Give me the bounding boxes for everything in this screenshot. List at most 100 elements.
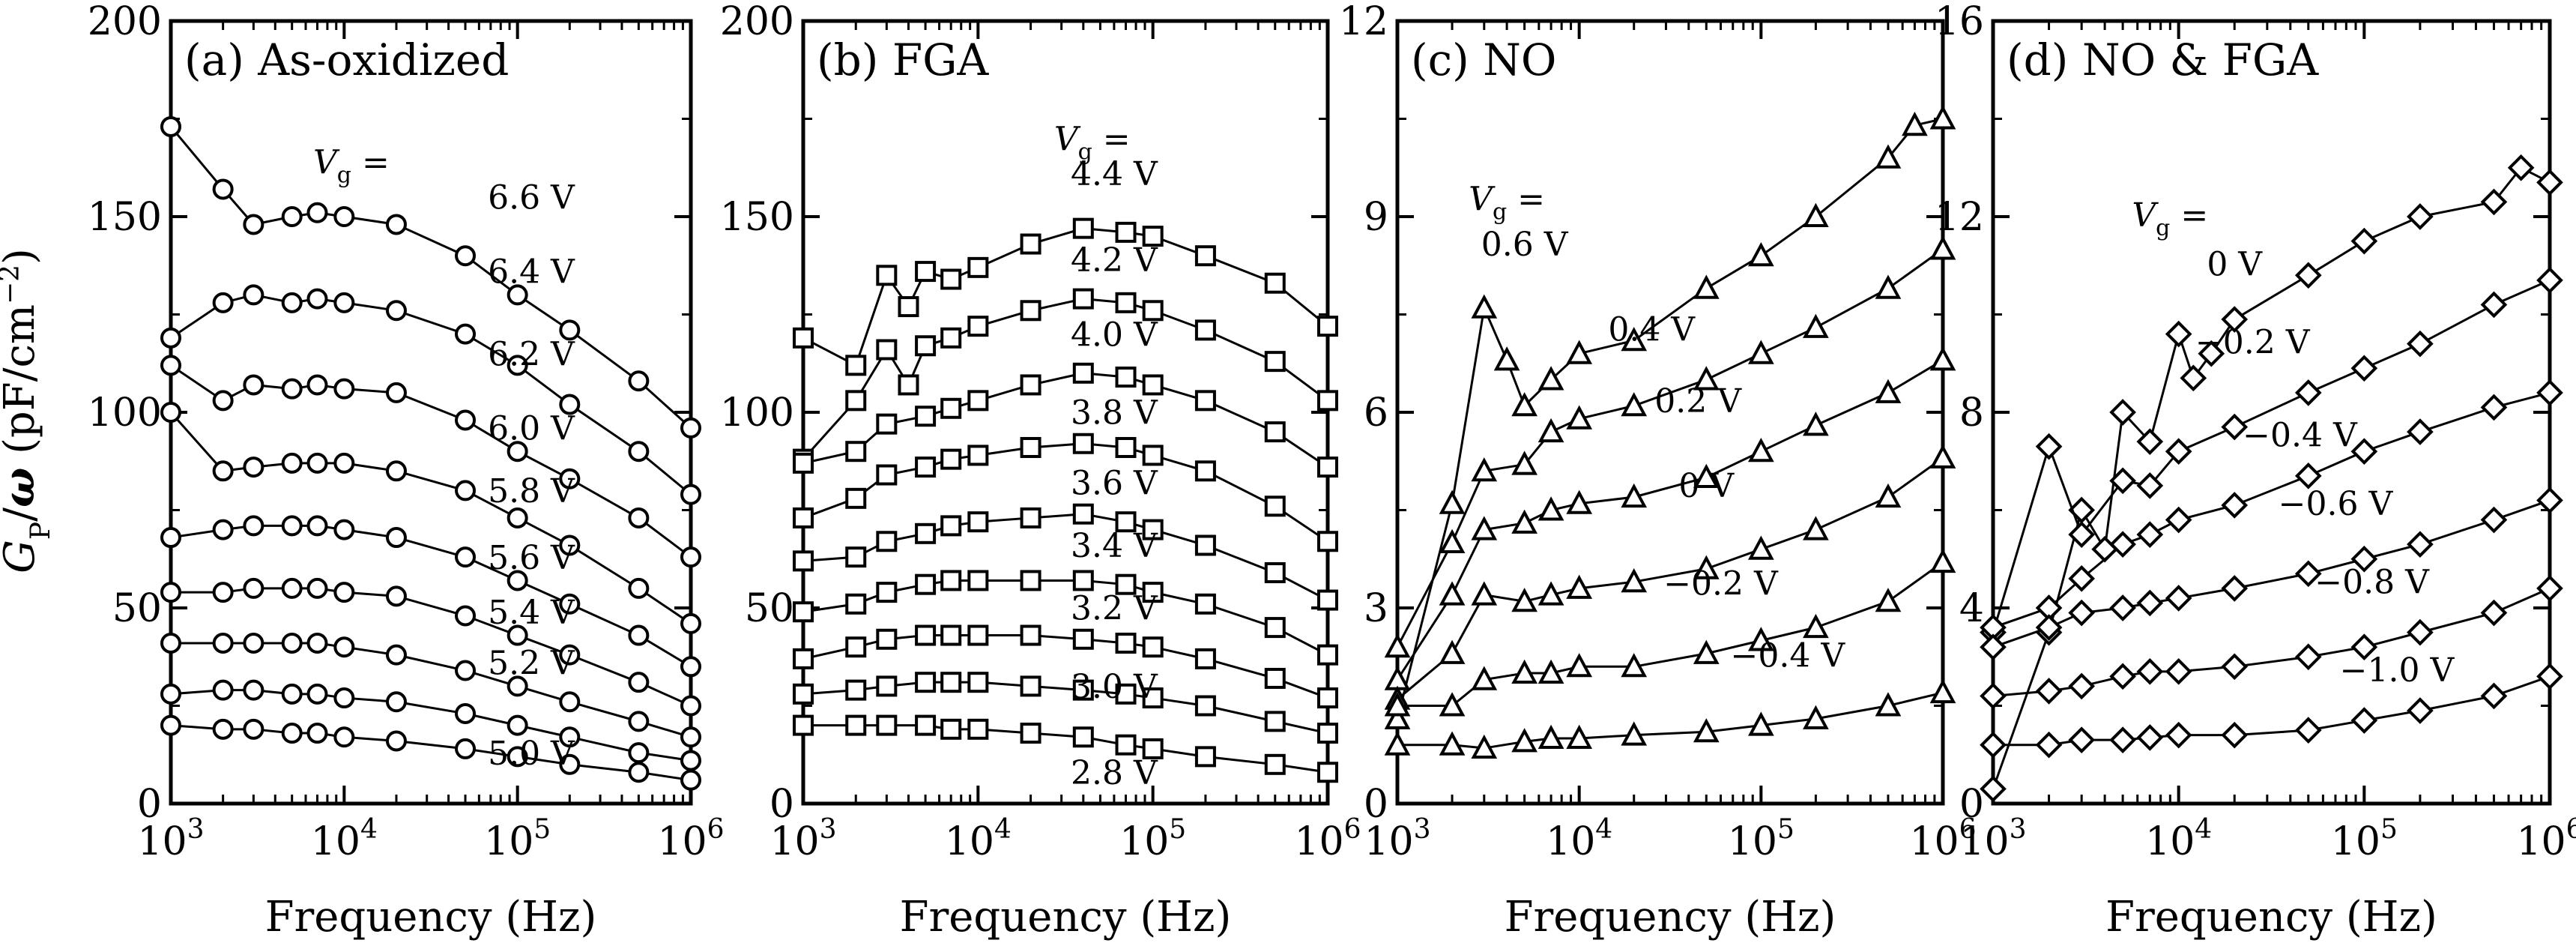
- panel-a-data-point: [507, 441, 528, 463]
- panel-d-title: (d) NO & FGA: [2007, 34, 2319, 85]
- panel-b-data-point: [967, 390, 989, 412]
- panel-a-series: [160, 714, 701, 791]
- panel-b-data-point: [1020, 374, 1041, 396]
- panel-b-data-point: [940, 327, 962, 349]
- panel-b-data-point: [1142, 636, 1164, 658]
- panel-d-series-label: −0.2 V: [2195, 324, 2311, 362]
- panel-a-data-point: [212, 679, 234, 701]
- panel-c-series-line: [1396, 359, 1944, 681]
- panel-d-data-point: [2221, 413, 2249, 441]
- panel-a-data-point: [212, 718, 234, 740]
- panel-d-data-point: [2109, 467, 2136, 495]
- panel-d-vg-v: V: [2132, 196, 2159, 235]
- panel-d-data-point: [2109, 594, 2136, 621]
- panel-d-data-point: [2350, 707, 2378, 734]
- panel-c-title: (c) NO: [1411, 34, 1556, 85]
- panel-b-xtick-label: 104: [945, 814, 1012, 864]
- panel-d-data-point: [2035, 731, 2063, 759]
- panel-d-data-point: [2294, 560, 2322, 588]
- panel-b-data-point: [1020, 624, 1041, 646]
- panel-b-data-point: [876, 628, 898, 650]
- panel-d-xtick-base: 10: [2331, 819, 2380, 864]
- panel-d-data-point: [2068, 599, 2095, 627]
- panel-b-data-point: [915, 624, 937, 646]
- panel-b-data-point: [940, 570, 962, 591]
- panel-d-data-point: [2350, 227, 2378, 255]
- panel-b-xtick-base: 10: [1119, 819, 1169, 864]
- panel-a-data-point: [455, 605, 477, 627]
- panel-d-data-point: [2480, 394, 2508, 421]
- panel-b-data-point: [876, 714, 898, 736]
- panel-b-data-point: [876, 531, 898, 552]
- panel-c-data-point: [1747, 627, 1774, 651]
- panel-b-series: [793, 503, 1338, 611]
- panel-b-ytick-label: 50: [745, 586, 794, 631]
- panel-d-data-point: [2480, 599, 2508, 627]
- panel-d-data-point: [2165, 320, 2192, 348]
- panel-a-title: (a) As-oxidized: [184, 34, 509, 85]
- panel-d-data-point: [2350, 545, 2378, 573]
- panel-a-data-point: [559, 644, 581, 666]
- panel-c-ytick-label: 0: [1364, 782, 1388, 827]
- panel-a-data-point: [455, 323, 477, 345]
- panel-c-data-point: [1384, 633, 1411, 658]
- panel-d-data-point: [2180, 364, 2207, 392]
- panel-c-data-point: [1803, 705, 1829, 729]
- panel-c-data-point: [1693, 366, 1720, 391]
- panel-c-ytick-label: 12: [1339, 0, 1388, 44]
- panel-d-data-point: [1980, 682, 2007, 710]
- panel-d-series: [1980, 379, 2563, 641]
- panel-b-data-point: [1020, 507, 1041, 528]
- panel-a-data-point: [559, 534, 581, 556]
- panel-a-xtick-base: 10: [311, 819, 360, 864]
- panel-d-data-point: [2221, 306, 2249, 333]
- panel-a-data-point: [306, 288, 328, 310]
- panel-b-data-point: [1264, 753, 1286, 775]
- panel-b-data-point: [915, 457, 937, 478]
- panel-b-data-point: [1072, 570, 1094, 591]
- panel-d-series-label: −1.0 V: [2340, 651, 2455, 690]
- panel-b-data-point: [940, 515, 962, 537]
- panel-a-series-label: 6.0 V: [488, 410, 575, 448]
- panel-c-data-point: [1747, 535, 1774, 560]
- panel-a-data-point: [160, 402, 181, 423]
- panel-a-data-point: [281, 723, 303, 744]
- panel-d-series: [1980, 486, 2563, 661]
- panel-c-data-point: [1566, 724, 1593, 749]
- panel-a-data-point: [333, 452, 355, 474]
- panel-c-data-point: [1511, 509, 1538, 534]
- panel-d-data-point: [2350, 355, 2378, 382]
- panel-a-data-point: [507, 570, 528, 591]
- panel-a-data-point: [507, 624, 528, 646]
- panel-a-data-point: [281, 206, 303, 227]
- panel-b-series-label: 2.8 V: [1071, 754, 1158, 792]
- panel-b-xtick-base: 10: [770, 819, 819, 864]
- panel-c-series-label: 0.4 V: [1608, 310, 1696, 349]
- panel-a-data-point: [559, 319, 581, 341]
- panel-a-data-point: [628, 624, 650, 646]
- panel-b-series: [793, 288, 1338, 470]
- panel-b-data-point: [1194, 746, 1216, 768]
- panel-b-data-point: [1142, 374, 1164, 396]
- panel-d-xtick-exp: 3: [2010, 814, 2027, 845]
- panel-d-xtick-label: 103: [1959, 814, 2026, 864]
- panel-b-data-point: [1264, 667, 1286, 689]
- panel-a-data-point: [628, 507, 650, 528]
- panel-a-xtick-label: 105: [484, 814, 551, 864]
- panel-c-xtick-label: 103: [1364, 814, 1430, 864]
- panel-b-data-point: [1115, 367, 1137, 388]
- panel-b-data-point: [793, 601, 814, 623]
- panel-b-data-point: [967, 672, 989, 693]
- panel-a-data-point: [281, 577, 303, 599]
- panel-b-data-point: [940, 448, 962, 470]
- panel-d-data-point: [2507, 154, 2535, 181]
- panel-a-series: [160, 402, 701, 634]
- panel-a-data-point: [507, 714, 528, 736]
- panel-b-series-label: 4.0 V: [1071, 316, 1158, 354]
- panel-b-data-point: [1317, 762, 1338, 783]
- panel-a-vg-g: g: [337, 163, 351, 189]
- panel-c-data-point: [1566, 574, 1593, 599]
- panel-c-series-label: −0.2 V: [1663, 565, 1779, 603]
